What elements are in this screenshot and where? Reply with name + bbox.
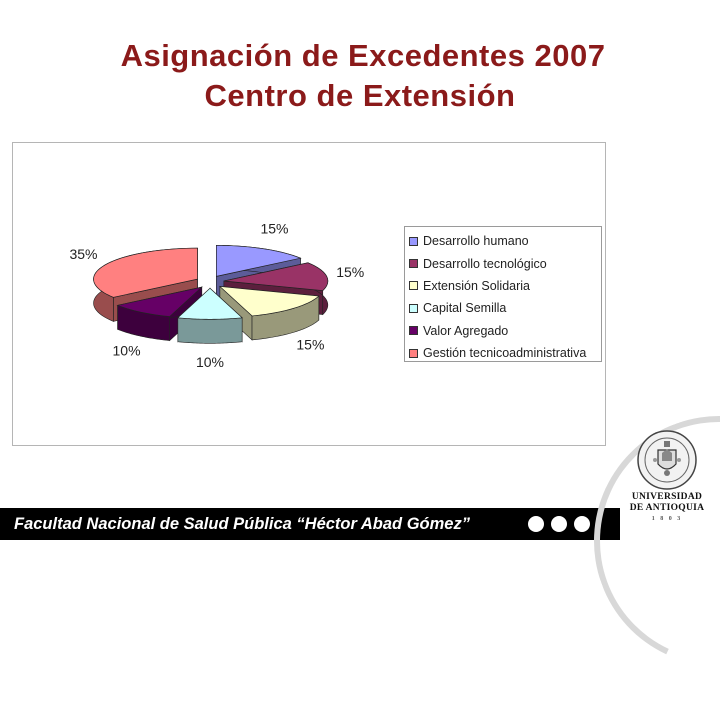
university-seal-icon (637, 430, 697, 490)
logo-line-2: DE ANTIOQUIA (629, 503, 705, 513)
legend-swatch (409, 236, 418, 246)
legend-label: Gestión tecnicoadministrativa (423, 346, 587, 361)
footer-dots (528, 516, 590, 532)
legend-item: Valor Agregado (409, 320, 601, 342)
slice-value-label: 15% (336, 264, 364, 280)
legend-label: Extensión Solidaria (423, 278, 531, 293)
legend-label: Capital Semilla (423, 301, 507, 316)
university-logo: UNIVERSIDAD DE ANTIOQUIA 1 8 0 3 (622, 428, 712, 536)
legend-label: Desarrollo humano (423, 234, 529, 249)
legend-item: Desarrollo humano (409, 230, 601, 252)
legend-item: Capital Semilla (409, 297, 601, 319)
title-line-1: Asignación de Excedentes 2007 (120, 38, 606, 73)
legend-label: Desarrollo tecnológico (423, 256, 547, 271)
dot-icon (551, 516, 567, 532)
legend-item: Desarrollo tecnológico (409, 252, 601, 274)
footer-text: Facultad Nacional de Salud Pública “Héct… (14, 515, 470, 533)
slice-value-label: 10% (196, 354, 224, 370)
slice-value-label: 15% (260, 220, 288, 236)
slide-title: Asignación de Excedentes 2007 Centro de … (0, 36, 720, 116)
dot-icon (528, 516, 544, 532)
dot-icon (574, 516, 590, 532)
pie-slice (177, 287, 243, 344)
chart-legend: Desarrollo humano Desarrollo tecnológico E… (404, 226, 602, 362)
slice-value-label: 15% (296, 337, 324, 353)
title-line-2: Centro de Extensión (204, 78, 516, 113)
legend-swatch (409, 348, 418, 358)
legend-item: Gestión tecnicoadministrativa (409, 342, 601, 364)
legend-swatch (409, 326, 418, 336)
legend-swatch (409, 303, 418, 313)
pie-slice (218, 285, 320, 341)
legend-item: Extensión Solidaria (409, 275, 601, 297)
slice-value-label: 35% (69, 246, 97, 262)
legend-swatch (409, 281, 418, 291)
slice-value-label: 10% (113, 343, 141, 359)
pie-chart: 15% 15% 15% 10% 10% 35% (69, 220, 364, 370)
logo-line-1: UNIVERSIDAD (631, 492, 703, 502)
legend-swatch (409, 259, 418, 269)
footer-bar: Facultad Nacional de Salud Pública “Héct… (0, 508, 620, 540)
legend-label: Valor Agregado (423, 323, 509, 338)
logo-line-3: 1 8 0 3 (651, 516, 683, 522)
